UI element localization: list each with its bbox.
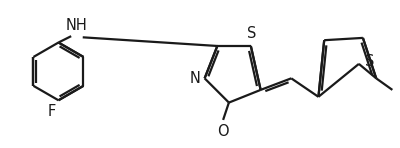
Text: O: O — [217, 124, 229, 139]
Text: N: N — [190, 71, 200, 86]
Text: F: F — [47, 104, 56, 119]
Text: S: S — [247, 26, 256, 41]
Text: NH: NH — [66, 18, 88, 33]
Text: S: S — [365, 54, 374, 69]
